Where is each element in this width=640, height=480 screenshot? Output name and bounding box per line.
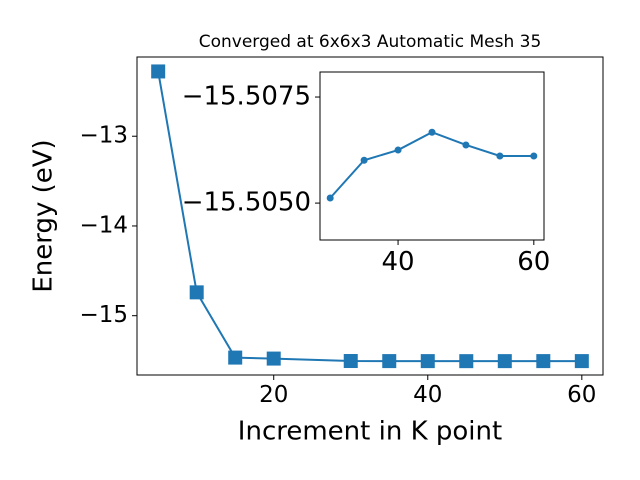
x-tick-label: 20: [259, 382, 288, 408]
y-tick-label: −15: [79, 302, 128, 328]
marker: [428, 128, 436, 136]
marker: [382, 354, 397, 369]
marker: [496, 152, 504, 160]
marker: [536, 354, 551, 369]
marker: [343, 354, 358, 369]
y-axis-label: Energy (eV): [29, 139, 59, 292]
x-tick-label: 60: [517, 247, 550, 277]
y-tick-label: −15.5075: [182, 82, 311, 112]
marker: [189, 285, 204, 300]
x-tick-label: 60: [567, 382, 596, 408]
y-tick-label: −13: [79, 123, 128, 149]
x-axis-label: Increment in K point: [238, 417, 502, 447]
marker: [497, 354, 512, 369]
chart-title: Converged at 6x6x3 Automatic Mesh 35: [199, 32, 542, 52]
marker: [266, 351, 281, 366]
marker: [394, 146, 402, 154]
marker: [360, 156, 368, 164]
marker: [462, 141, 470, 149]
marker: [459, 354, 474, 369]
marker: [530, 152, 538, 160]
marker: [228, 350, 243, 365]
marker: [326, 194, 334, 202]
y-tick-label: −14: [79, 212, 128, 238]
x-tick-label: 40: [413, 382, 442, 408]
x-tick-label: 40: [382, 247, 415, 277]
marker: [574, 354, 589, 369]
y-tick-label: −15.5050: [182, 188, 311, 218]
axes-frame: [136, 56, 604, 376]
marker: [151, 64, 166, 79]
marker: [420, 354, 435, 369]
axes-frame: [319, 71, 545, 241]
